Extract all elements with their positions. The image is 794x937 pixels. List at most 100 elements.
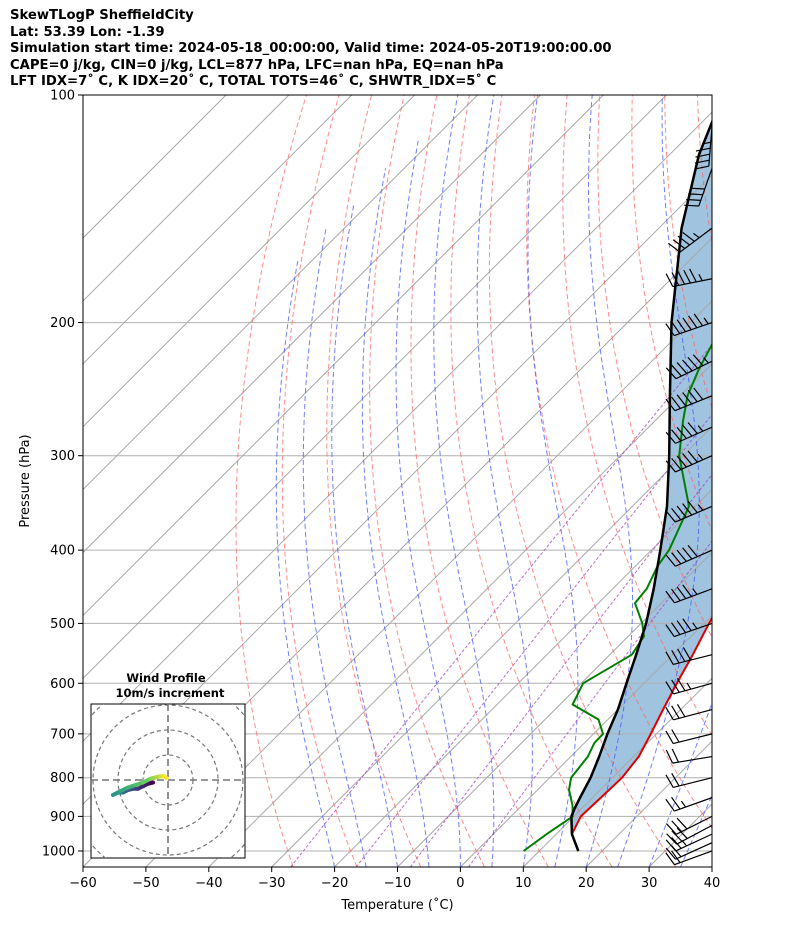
y-tick-label: 200 — [50, 316, 75, 331]
isotherm-line — [397, 551, 712, 867]
moist-adiabat — [433, 95, 495, 867]
dewpoint-trace — [523, 342, 712, 852]
cape-shaded-region — [571, 122, 712, 851]
moist-adiabat — [744, 95, 794, 867]
mixing-ratio-line — [355, 413, 712, 867]
moist-adiabat — [361, 168, 430, 867]
y-tick-label: 300 — [50, 449, 75, 464]
wind-barb — [665, 729, 713, 745]
wind-barb — [665, 313, 713, 337]
hodograph-segment — [162, 774, 169, 781]
wind-barb — [665, 748, 713, 764]
x-tick-label: −60 — [69, 876, 96, 891]
simulation-times: Simulation start time: 2024-05-18_00:00:… — [10, 41, 612, 56]
wind-barbs — [665, 126, 713, 866]
isotherm-line — [83, 111, 712, 742]
x-tick-label: −40 — [195, 876, 222, 891]
isotherm-line — [145, 300, 712, 867]
wind-barb — [665, 500, 713, 523]
dry-adiabat — [410, 95, 549, 867]
isotherm-line — [334, 488, 712, 867]
moist-adiabat — [648, 701, 712, 867]
parcel-trace — [570, 118, 712, 852]
isotherm-line — [271, 425, 712, 867]
wind-barb — [665, 422, 713, 444]
x-tick-label: 0 — [456, 876, 464, 891]
wind-barb — [665, 850, 713, 866]
moist-adiabat — [275, 259, 336, 867]
wind-barb — [665, 450, 713, 473]
wind-barb — [665, 773, 713, 789]
y-tick-label: 600 — [50, 677, 75, 692]
dry-adiabat — [281, 95, 358, 867]
lat-lon: Lat: 53.39 Lon: -1.39 — [10, 24, 165, 40]
isotherm-line — [711, 866, 712, 867]
wind-barb — [665, 387, 713, 412]
wind-barb — [665, 268, 713, 288]
y-tick-label: 800 — [50, 771, 75, 786]
inset-subtitle: 10m/s increment — [116, 686, 225, 700]
x-tick-label: 30 — [641, 876, 658, 891]
station-title: SkewTLogP SheffieldCity — [10, 8, 194, 23]
isotherm-line — [83, 95, 227, 239]
moist-adiabat — [617, 95, 700, 867]
dry-adiabat — [450, 95, 613, 867]
dry-adiabat — [369, 95, 485, 867]
wind-barb — [665, 678, 713, 695]
isotherm-line — [522, 677, 712, 867]
x-tick-label: 10 — [515, 876, 532, 891]
wind-barb — [665, 647, 713, 665]
moist-adiabat — [476, 95, 533, 867]
background-grid — [83, 95, 794, 867]
x-axis-label: Temperature (˚C) — [340, 897, 453, 913]
temperature-trace — [570, 616, 712, 852]
isotherm-line — [83, 95, 541, 554]
axes: −60 −50 −40 −30 −20 −10 0 10 20 30 40 100 200 300 400 5… — [18, 89, 720, 914]
y-tick-label: 500 — [50, 617, 75, 632]
moist-adiabat — [331, 205, 398, 867]
x-tick-label: −30 — [258, 876, 285, 891]
dry-adiabat — [562, 95, 712, 737]
x-tick-label: −10 — [384, 876, 411, 891]
y-tick-label: 900 — [50, 810, 75, 825]
moist-adiabat — [585, 95, 633, 867]
isotherm-line — [83, 95, 604, 617]
wind-barb — [665, 354, 713, 380]
y-tick-label: 400 — [50, 544, 75, 559]
cape-area — [571, 122, 712, 851]
wind-barb — [666, 824, 713, 845]
wind-barb — [665, 545, 713, 567]
wind-barb — [684, 168, 713, 207]
dry-adiabat — [235, 95, 307, 867]
isotherm-line — [83, 95, 478, 491]
x-tick-label: 20 — [578, 876, 595, 891]
moist-adiabat — [680, 794, 712, 867]
isotherm-line — [83, 95, 290, 302]
dry-adiabat — [696, 95, 712, 246]
y-axis-label: Pressure (hPa) — [18, 434, 33, 527]
profile-traces — [523, 118, 712, 852]
wind-barb — [665, 796, 713, 812]
inset-title: Wind Profile — [126, 671, 206, 685]
isotherm-line — [83, 95, 667, 680]
wind-barb — [665, 584, 713, 604]
stability-indices-1: CAPE=0 j/kg, CIN=0 j/kg, LCL=877 hPa, LF… — [10, 57, 504, 73]
isotherm-line — [83, 95, 416, 428]
x-tick-label: 40 — [704, 876, 721, 891]
wind-barb — [665, 618, 713, 638]
dry-adiabat — [488, 95, 677, 867]
stability-indices-2: LFT IDX=7˚ C, K IDX=20˚ C, TOTAL TOTS=46… — [10, 74, 497, 89]
wind-barb — [665, 833, 713, 852]
wind-barb — [694, 126, 713, 170]
moist-adiabat — [711, 865, 712, 867]
dry-adiabat — [631, 95, 712, 533]
moist-adiabat — [302, 228, 367, 867]
moist-adiabat — [527, 95, 579, 867]
y-tick-label: 100 — [50, 89, 75, 104]
dry-adiabat — [730, 95, 794, 867]
wind-barb — [668, 227, 713, 253]
isotherm-line — [83, 95, 353, 365]
moist-adiabat — [395, 140, 461, 867]
